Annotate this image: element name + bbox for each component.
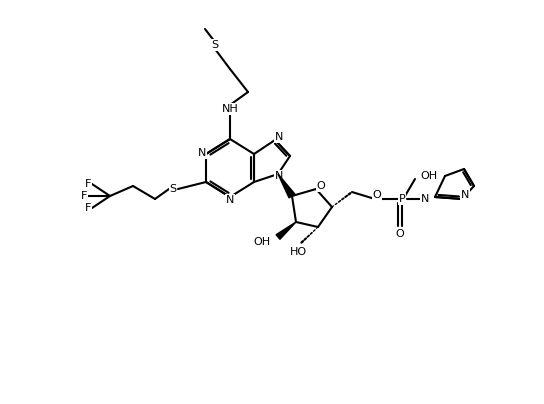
Text: F: F — [85, 203, 91, 213]
Text: HO: HO — [289, 247, 307, 257]
Text: F: F — [81, 191, 87, 201]
Text: OH: OH — [420, 171, 437, 181]
Text: P: P — [399, 194, 405, 204]
Text: F: F — [85, 179, 91, 189]
Text: N: N — [198, 148, 206, 158]
Polygon shape — [278, 174, 295, 198]
Text: S: S — [212, 40, 219, 50]
Text: O: O — [317, 181, 325, 191]
Text: OH: OH — [254, 237, 271, 247]
Polygon shape — [276, 222, 296, 239]
Text: O: O — [373, 190, 381, 200]
Text: NH: NH — [221, 104, 238, 114]
Text: N: N — [275, 132, 283, 142]
Text: O: O — [395, 229, 404, 239]
Text: N: N — [275, 171, 283, 181]
Text: N: N — [461, 190, 469, 200]
Text: N: N — [226, 195, 234, 205]
Text: S: S — [169, 184, 177, 194]
Text: N: N — [421, 194, 429, 204]
